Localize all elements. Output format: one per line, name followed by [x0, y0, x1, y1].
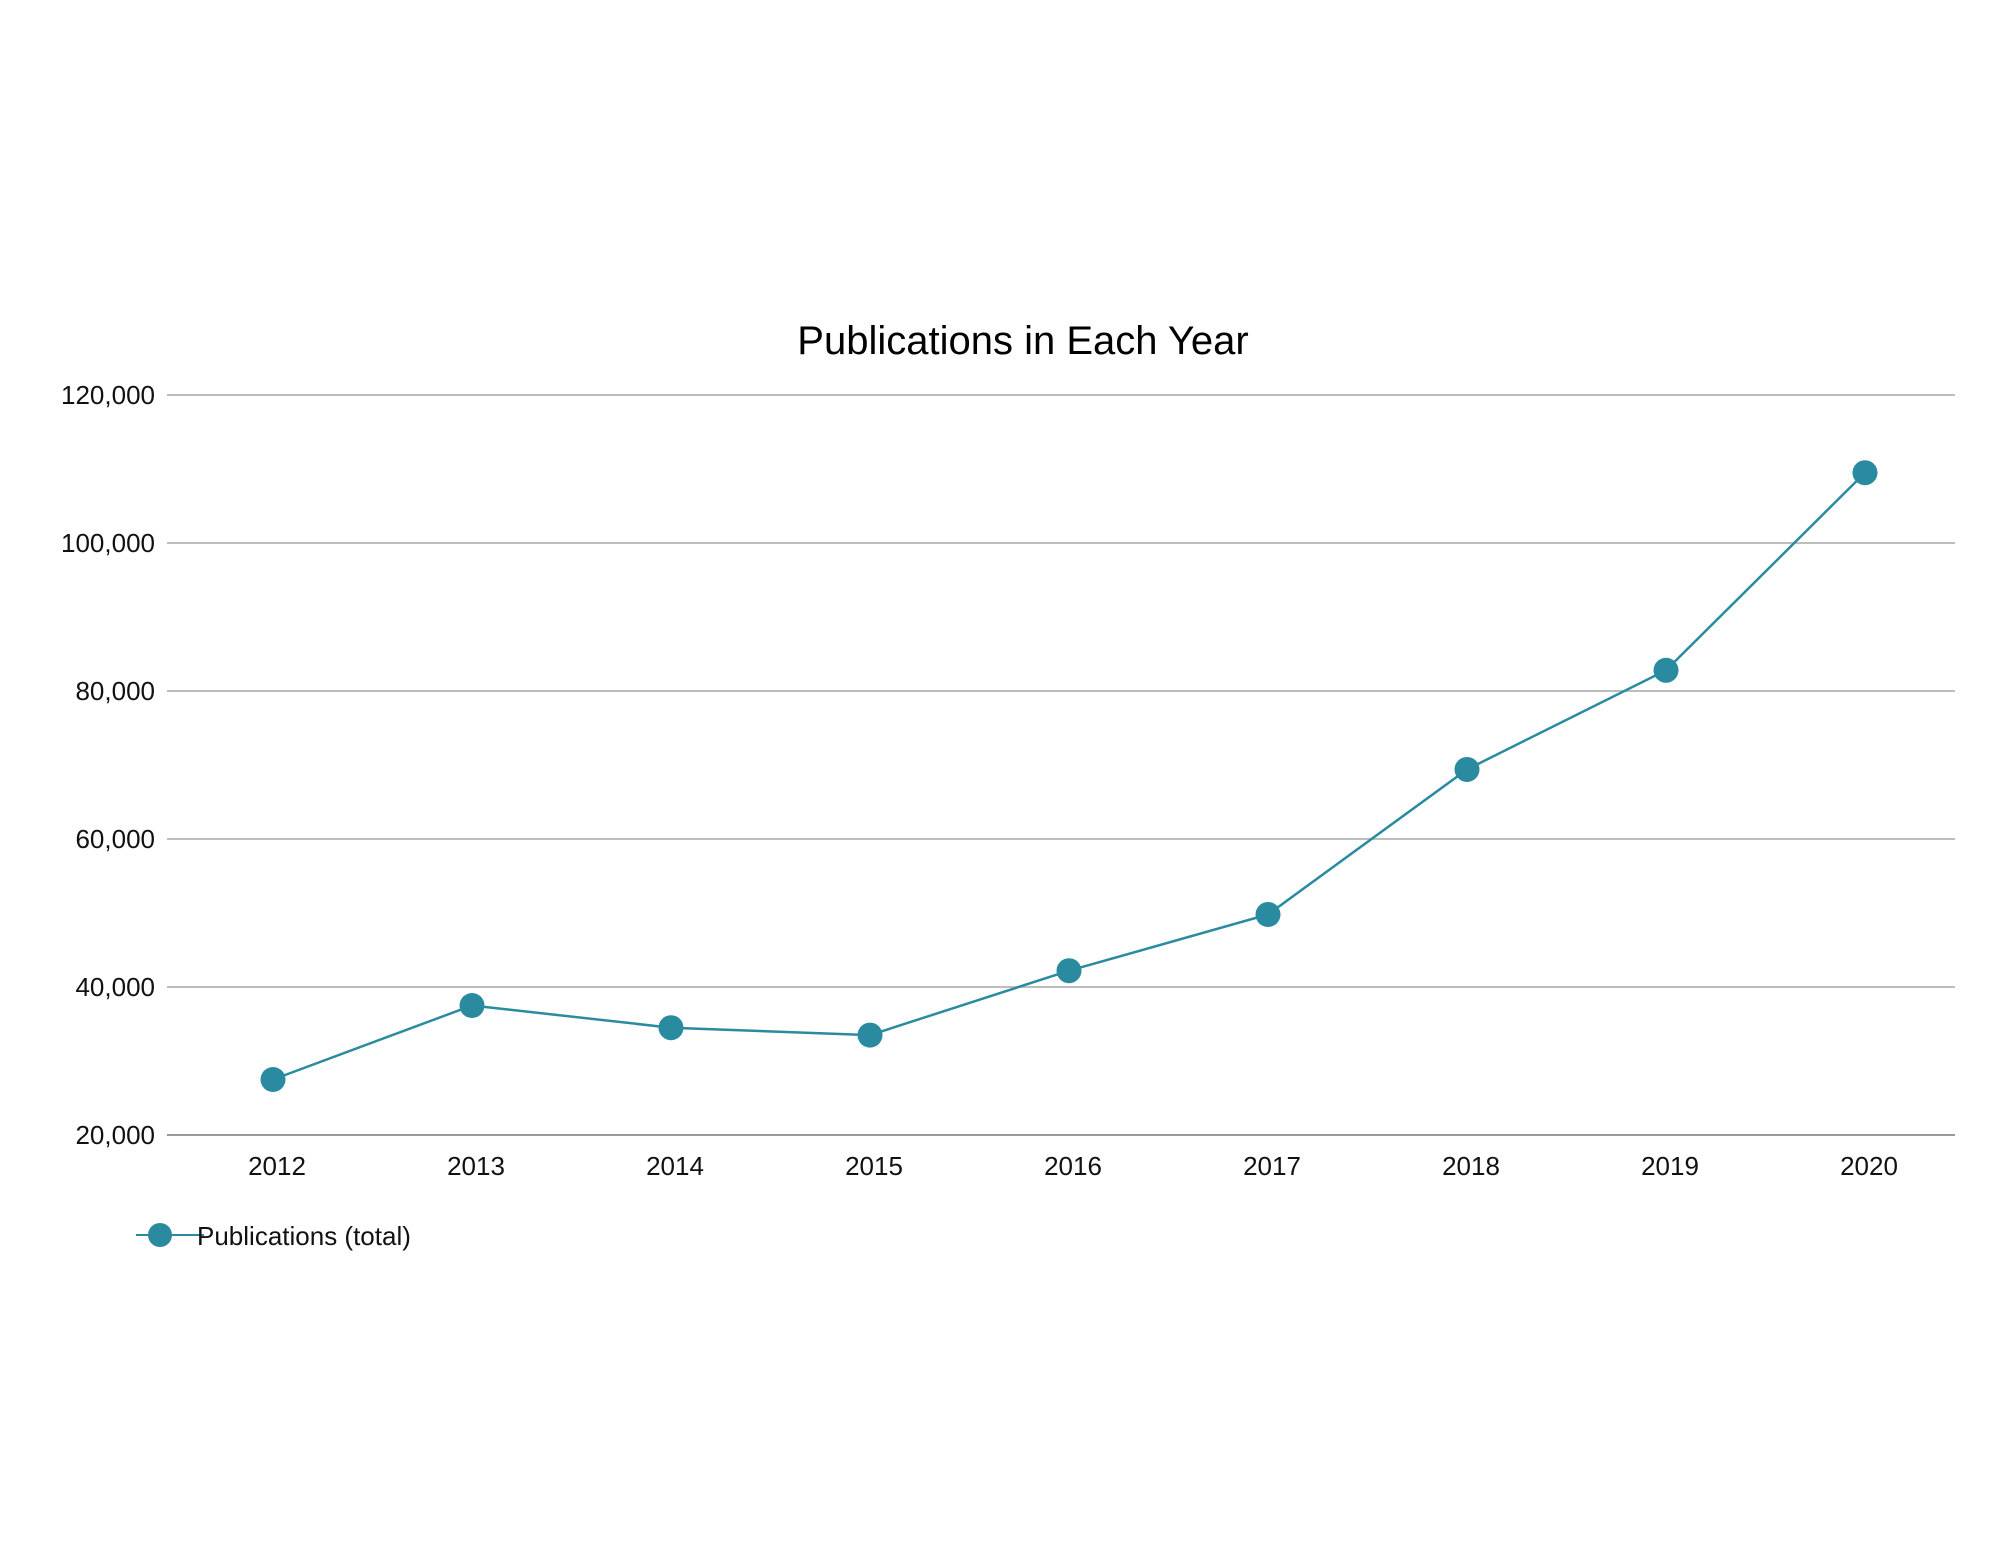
data-point[interactable]	[1255, 901, 1281, 927]
y-tick-label: 120,000	[61, 380, 155, 410]
x-tick-label: 2013	[447, 1151, 505, 1181]
grid	[167, 394, 1955, 1136]
x-tick-label: 2015	[845, 1151, 903, 1181]
series	[260, 460, 1878, 1092]
data-point[interactable]	[1852, 460, 1878, 486]
x-tick-label: 2020	[1840, 1151, 1898, 1181]
x-tick-label: 2016	[1044, 1151, 1102, 1181]
y-axis-ticks: 20,000 40,000 60,000 80,000 100,000 120,000	[61, 380, 155, 1150]
x-tick-label: 2019	[1641, 1151, 1699, 1181]
data-point[interactable]	[459, 993, 485, 1018]
x-tick-label: 2018	[1442, 1151, 1500, 1181]
data-point[interactable]	[1454, 756, 1480, 782]
data-point[interactable]	[658, 1015, 684, 1041]
series-line	[272, 471, 1866, 1081]
y-tick-label: 40,000	[75, 972, 155, 1002]
y-tick-label: 80,000	[75, 676, 155, 706]
data-point[interactable]	[260, 1067, 286, 1092]
x-axis-ticks: 2012 2013 2014 2015 2016 2017 2018 2019 2020	[248, 1151, 1898, 1181]
y-tick-label: 100,000	[61, 528, 155, 558]
legend-label: Publications (total)	[197, 1221, 411, 1251]
x-tick-label: 2014	[646, 1151, 704, 1181]
data-point[interactable]	[1653, 657, 1679, 683]
data-point[interactable]	[1056, 958, 1082, 984]
legend-marker	[148, 1223, 172, 1247]
legend[interactable]: Publications (total)	[136, 1221, 411, 1251]
x-tick-label: 2012	[248, 1151, 306, 1181]
x-tick-label: 2017	[1243, 1151, 1301, 1181]
data-point[interactable]	[857, 1022, 883, 1048]
y-tick-label: 60,000	[75, 824, 155, 854]
y-tick-label: 20,000	[75, 1120, 155, 1150]
chart-title: Publications in Each Year	[797, 319, 1248, 363]
